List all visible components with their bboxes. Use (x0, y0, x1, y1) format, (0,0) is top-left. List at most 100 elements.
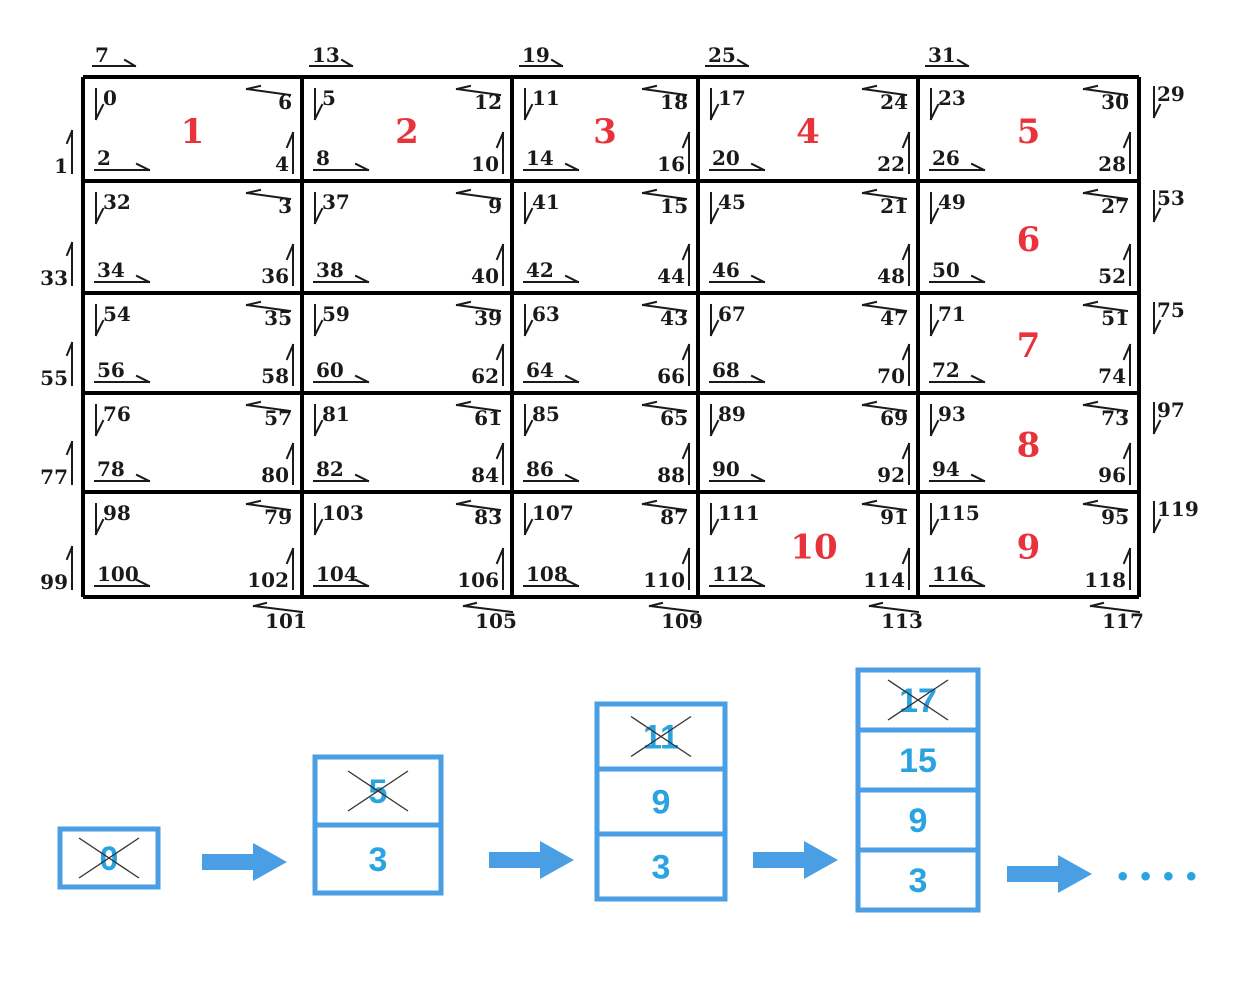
tr-arrow-line (245, 502, 292, 512)
left-outer-arrow-head (65, 241, 74, 257)
block-number: 4 (796, 112, 820, 152)
bottom-outer-label: 113 (881, 609, 923, 633)
bottom-outer-arrow-head (462, 601, 478, 608)
cell-label-bottom-left: 64 (526, 358, 554, 382)
tl-arrow-head (709, 419, 720, 437)
tr-arrow-line (245, 303, 292, 313)
cell-label-top-left: 11 (532, 86, 560, 110)
br-arrow-head (1122, 343, 1132, 361)
stack-cell (855, 847, 981, 913)
block-number: 2 (395, 112, 419, 152)
br-arrow-head (285, 243, 295, 261)
cell-label-top-right: 69 (880, 406, 908, 430)
top-outer-arrow-head (736, 58, 750, 68)
stack-value: 15 (899, 742, 937, 780)
stack-value: 5 (369, 773, 388, 811)
block-number: 10 (790, 528, 837, 568)
cell-label-bottom-right: 48 (877, 264, 905, 288)
top-outer-label: 13 (312, 43, 340, 67)
tr-arrow-head (1082, 400, 1099, 407)
bottom-outer-arrow (1089, 604, 1141, 614)
bl-arrow-head (564, 274, 580, 284)
cell-label-bottom-left: 104 (316, 562, 358, 586)
cell-label-top-right: 87 (660, 505, 688, 529)
block-number: 6 (1017, 220, 1041, 260)
cell-label-bottom-right: 70 (877, 364, 905, 388)
bl-arrow-head (135, 274, 151, 284)
tl-arrow-head (929, 319, 940, 337)
cell-label-top-left: 23 (938, 86, 966, 110)
flow-arrow-head (253, 843, 287, 881)
cell-label-bottom-left: 72 (932, 358, 960, 382)
stack-cell (855, 667, 981, 733)
bottom-outer-arrow-head (252, 601, 268, 608)
cell-label-bottom-left: 50 (932, 258, 960, 282)
tl-arrow-head (313, 207, 324, 225)
bl-arrow-head (135, 578, 151, 588)
cell-label-bottom-right: 16 (657, 152, 685, 176)
tr-arrow-line (861, 87, 908, 97)
stack-cell (855, 727, 981, 793)
tr-arrow-line (455, 191, 502, 201)
cell-label-top-left: 0 (103, 86, 117, 110)
cell-label-top-left: 98 (103, 501, 131, 525)
cell-label-top-right: 43 (660, 306, 688, 330)
br-arrow-head (1122, 131, 1132, 149)
cell-label-top-right: 35 (264, 306, 292, 330)
bottom-outer-arrow (648, 604, 700, 614)
br-arrow-head (495, 131, 505, 149)
tr-arrow-line (641, 191, 688, 201)
bottom-outer-label: 109 (661, 609, 703, 633)
bottom-outer-arrow-head (648, 601, 664, 608)
cell-label-bottom-right: 10 (471, 152, 499, 176)
cell-label-top-left: 63 (532, 302, 560, 326)
cell-label-bottom-left: 26 (932, 146, 960, 170)
tr-arrow-line (861, 403, 908, 413)
right-outer-arrow-head (1152, 518, 1162, 534)
cell-label-bottom-right: 36 (261, 264, 289, 288)
cell-label-top-left: 5 (322, 86, 336, 110)
tr-arrow-line (641, 303, 688, 313)
stack-value: 3 (369, 841, 388, 879)
cell-label-bottom-left: 14 (526, 146, 554, 170)
left-outer-label: 55 (40, 366, 68, 390)
cell-label-bottom-left: 42 (526, 258, 554, 282)
tr-arrow-line (455, 403, 502, 413)
bottom-outer-arrow (252, 604, 304, 614)
tl-arrow-head (929, 419, 940, 437)
tr-arrow-line (1082, 191, 1129, 201)
cell-label-top-right: 51 (1101, 306, 1129, 330)
cell-label-top-right: 15 (660, 194, 688, 218)
block-number: 7 (1017, 326, 1041, 366)
stack-value: 3 (909, 862, 928, 900)
tl-arrow-head (523, 207, 534, 225)
bl-arrow-head (354, 473, 370, 483)
tr-arrow-head (861, 300, 878, 307)
bl-arrow-head (135, 374, 151, 384)
cell-label-bottom-right: 22 (877, 152, 905, 176)
cell-label-top-right: 6 (278, 90, 292, 114)
flow-arrow-head (1058, 855, 1092, 893)
left-outer-label: 1 (54, 154, 68, 178)
tl-arrow-head (94, 419, 105, 437)
bl-arrow-head (564, 162, 580, 172)
bl-arrow-head (354, 374, 370, 384)
tr-arrow-line (245, 191, 292, 201)
cell-label-top-right: 79 (264, 505, 292, 529)
cell-label-bottom-left: 34 (97, 258, 125, 282)
cell-label-bottom-right: 44 (657, 264, 685, 288)
bl-arrow-head (970, 473, 986, 483)
tr-arrow-head (641, 188, 658, 195)
tr-arrow-head (641, 300, 658, 307)
tl-arrow-head (709, 518, 720, 536)
br-arrow-head (681, 131, 691, 149)
cell-label-top-left: 93 (938, 402, 966, 426)
tr-arrow-head (1082, 300, 1099, 307)
cell-label-top-left: 115 (938, 501, 980, 525)
cell-label-bottom-right: 4 (275, 152, 289, 176)
cell-label-top-left: 54 (103, 302, 131, 326)
left-outer-arrow-head (65, 440, 74, 456)
tl-arrow-head (94, 103, 105, 121)
tr-arrow-head (861, 84, 878, 91)
